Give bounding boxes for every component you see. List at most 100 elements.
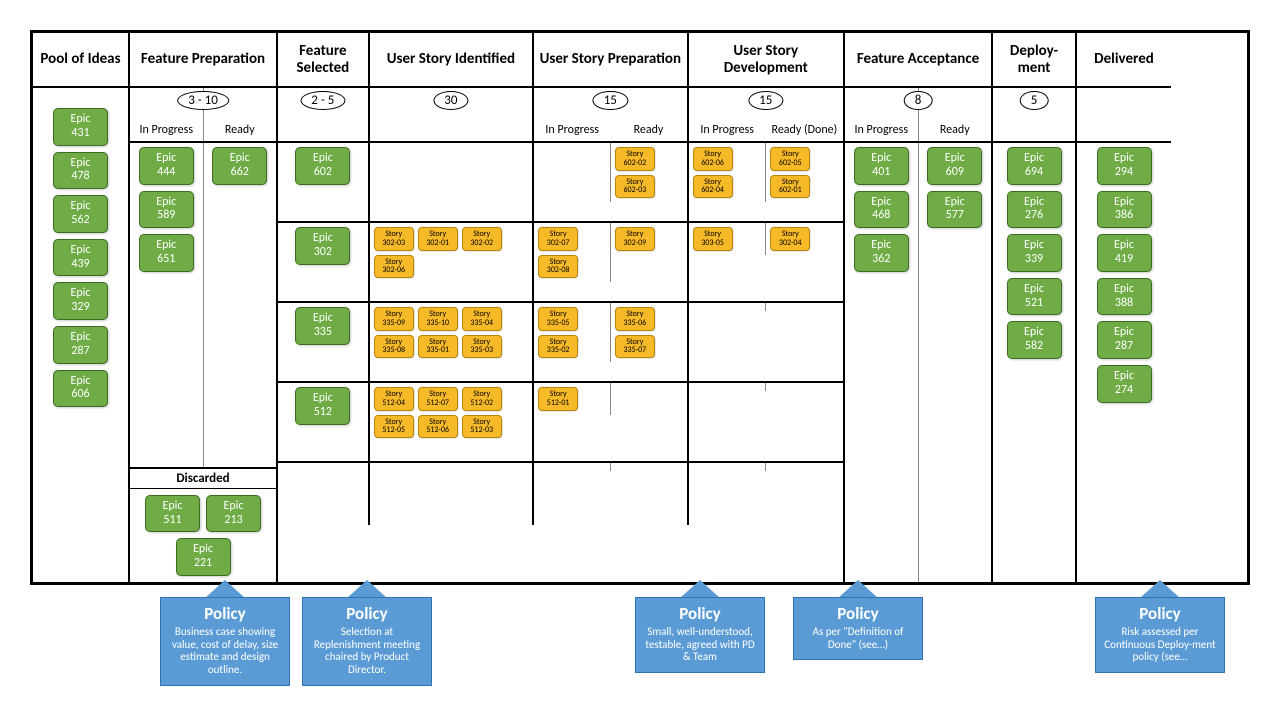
epic-card[interactable]: Epic562 bbox=[53, 195, 108, 233]
policy-text: Small, well-understood, testable, agreed… bbox=[642, 626, 758, 664]
story-card[interactable]: Story335-08 bbox=[374, 335, 414, 359]
story-card[interactable]: Story512-06 bbox=[418, 415, 458, 439]
story-card[interactable]: Story302-04 bbox=[770, 227, 810, 251]
epic-card[interactable]: Epic302 bbox=[295, 227, 350, 265]
epic-card[interactable]: Epic386 bbox=[1097, 191, 1152, 229]
epic-card[interactable]: Epic329 bbox=[53, 282, 108, 320]
story-card[interactable]: Story512-01 bbox=[538, 387, 578, 411]
epic-card[interactable]: Epic582 bbox=[1007, 321, 1062, 359]
wip-limit: 2 - 5 bbox=[300, 91, 345, 110]
epic-card[interactable]: Epic276 bbox=[1007, 191, 1062, 229]
lane-epic-cell: Epic302 bbox=[278, 223, 370, 301]
epic-card[interactable]: Epic335 bbox=[295, 307, 350, 345]
epic-card[interactable]: Epic294 bbox=[1097, 147, 1152, 185]
epic-card[interactable]: Epic213 bbox=[206, 495, 261, 533]
lane-identified-cell: Story302-03Story302-01Story302-02 Story30… bbox=[370, 223, 534, 301]
story-card[interactable]: Story602-02 bbox=[615, 147, 655, 171]
epic-card[interactable]: Epic521 bbox=[1007, 278, 1062, 316]
sub-column-ready: Epic662 bbox=[204, 143, 277, 467]
epic-card[interactable]: Epic609 bbox=[927, 147, 982, 185]
story-card[interactable]: Story335-02 bbox=[538, 335, 578, 359]
epic-card[interactable]: Epic577 bbox=[927, 191, 982, 229]
story-card[interactable]: Story335-06 bbox=[615, 307, 655, 331]
story-card[interactable]: Story302-09 bbox=[615, 227, 655, 251]
story-card[interactable]: Story512-02 bbox=[462, 387, 502, 411]
discarded-body: Epic511Epic213 Epic221 bbox=[130, 489, 276, 582]
story-card[interactable]: Story303-05 bbox=[693, 227, 733, 251]
lane-usdev-cell bbox=[689, 383, 843, 461]
epic-card[interactable]: Epic512 bbox=[295, 387, 350, 425]
column-header: Feature Acceptance bbox=[845, 33, 991, 88]
wip-limit: 15 bbox=[748, 91, 783, 110]
epic-card[interactable]: Epic662 bbox=[212, 147, 267, 185]
epic-card[interactable]: Epic388 bbox=[1097, 278, 1152, 316]
story-card[interactable]: Story302-07 bbox=[538, 227, 578, 251]
story-card[interactable]: Story302-08 bbox=[538, 255, 578, 279]
lane-epic-cell: Epic335 bbox=[278, 303, 370, 381]
policy-title: Policy bbox=[1102, 603, 1218, 624]
epic-card[interactable]: Epic419 bbox=[1097, 234, 1152, 272]
column-pool: Pool of Ideas Epic431 Epic478 Epic562 Epic4… bbox=[33, 33, 130, 582]
arrow-up-icon bbox=[838, 580, 878, 598]
epic-card[interactable]: Epic511 bbox=[145, 495, 200, 533]
wip-limit: 8 bbox=[904, 91, 933, 110]
lane-usprep-cell: Story335-05 Story335-02 Story335-06 Story33… bbox=[534, 303, 688, 381]
story-card[interactable]: Story602-03 bbox=[615, 175, 655, 199]
column-header: Deploy-ment bbox=[993, 33, 1075, 88]
swimlane-region: Feature Selected User Story Identified U… bbox=[278, 33, 845, 582]
policy-note: PolicyAs per "Definition of Done" (see…) bbox=[793, 580, 923, 660]
story-card[interactable]: Story302-01 bbox=[418, 227, 458, 251]
epic-card[interactable]: Epic339 bbox=[1007, 234, 1062, 272]
story-card[interactable]: Story302-03 bbox=[374, 227, 414, 251]
policy-note: PolicyBusiness case showing value, cost … bbox=[160, 580, 290, 686]
story-card[interactable]: Story512-03 bbox=[462, 415, 502, 439]
epic-card[interactable]: Epic362 bbox=[854, 234, 909, 272]
policy-note: PolicySmall, well-understood, testable, … bbox=[635, 580, 765, 673]
story-card[interactable]: Story302-02 bbox=[462, 227, 502, 251]
story-card[interactable]: Story335-10 bbox=[418, 307, 458, 331]
epic-card[interactable]: Epic287 bbox=[1097, 321, 1152, 359]
epic-card[interactable]: Epic651 bbox=[139, 234, 194, 272]
column-acceptance: Feature Acceptance 8 In Progress Ready E… bbox=[845, 33, 993, 582]
arrow-up-icon bbox=[1140, 580, 1180, 598]
lane-usprep-cell: Story512-01 bbox=[534, 383, 688, 461]
epic-card[interactable]: Epic221 bbox=[176, 538, 231, 576]
epic-card[interactable]: Epic602 bbox=[295, 147, 350, 185]
column-header: Pool of Ideas bbox=[33, 33, 128, 88]
epic-card[interactable]: Epic478 bbox=[53, 152, 108, 190]
wip-limit: 15 bbox=[593, 91, 628, 110]
story-card[interactable]: Story602-04 bbox=[693, 175, 733, 199]
story-card[interactable]: Story512-04 bbox=[374, 387, 414, 411]
epic-card[interactable]: Epic468 bbox=[854, 191, 909, 229]
column-body: Epic694 Epic276 Epic339 Epic521 Epic582 bbox=[993, 143, 1075, 582]
epic-card[interactable]: Epic401 bbox=[854, 147, 909, 185]
column-deploy: Deploy-ment 5 Epic694Epic276Epic339Epic5… bbox=[993, 33, 1077, 582]
lane-usdev-cell: Story303-05 Story302-04 bbox=[689, 223, 843, 301]
swimlane-row: Epic602 Story602-02 Story602-03 Story602-06… bbox=[278, 143, 843, 223]
epic-card[interactable]: Epic694 bbox=[1007, 147, 1062, 185]
story-card[interactable]: Story602-01 bbox=[770, 175, 810, 199]
epic-card[interactable]: Epic439 bbox=[53, 239, 108, 277]
epic-card[interactable]: Epic274 bbox=[1097, 365, 1152, 403]
story-card[interactable]: Story512-05 bbox=[374, 415, 414, 439]
story-card[interactable]: Story335-01 bbox=[418, 335, 458, 359]
story-card[interactable]: Story302-06 bbox=[374, 255, 414, 279]
epic-card[interactable]: Epic589 bbox=[139, 191, 194, 229]
story-card[interactable]: Story335-07 bbox=[615, 335, 655, 359]
epic-card[interactable]: Epic444 bbox=[139, 147, 194, 185]
story-card[interactable]: Story512-07 bbox=[418, 387, 458, 411]
epic-card[interactable]: Epic606 bbox=[53, 370, 108, 408]
story-card[interactable]: Story602-06 bbox=[693, 147, 733, 171]
swimlanes: Epic602 Story602-02 Story602-03 Story602-06… bbox=[278, 143, 843, 582]
story-card[interactable]: Story335-03 bbox=[462, 335, 502, 359]
story-card[interactable]: Story335-05 bbox=[538, 307, 578, 331]
story-card[interactable]: Story602-05 bbox=[770, 147, 810, 171]
column-header: User Story Development bbox=[689, 33, 843, 88]
lane-epic-cell bbox=[278, 463, 370, 525]
story-card[interactable]: Story335-09 bbox=[374, 307, 414, 331]
epic-card[interactable]: Epic431 bbox=[53, 108, 108, 146]
lane-usprep-cell: Story602-02 Story602-03 bbox=[534, 143, 688, 221]
story-card[interactable]: Story335-04 bbox=[462, 307, 502, 331]
epic-card[interactable]: Epic287 bbox=[53, 326, 108, 364]
policy-title: Policy bbox=[167, 603, 283, 624]
